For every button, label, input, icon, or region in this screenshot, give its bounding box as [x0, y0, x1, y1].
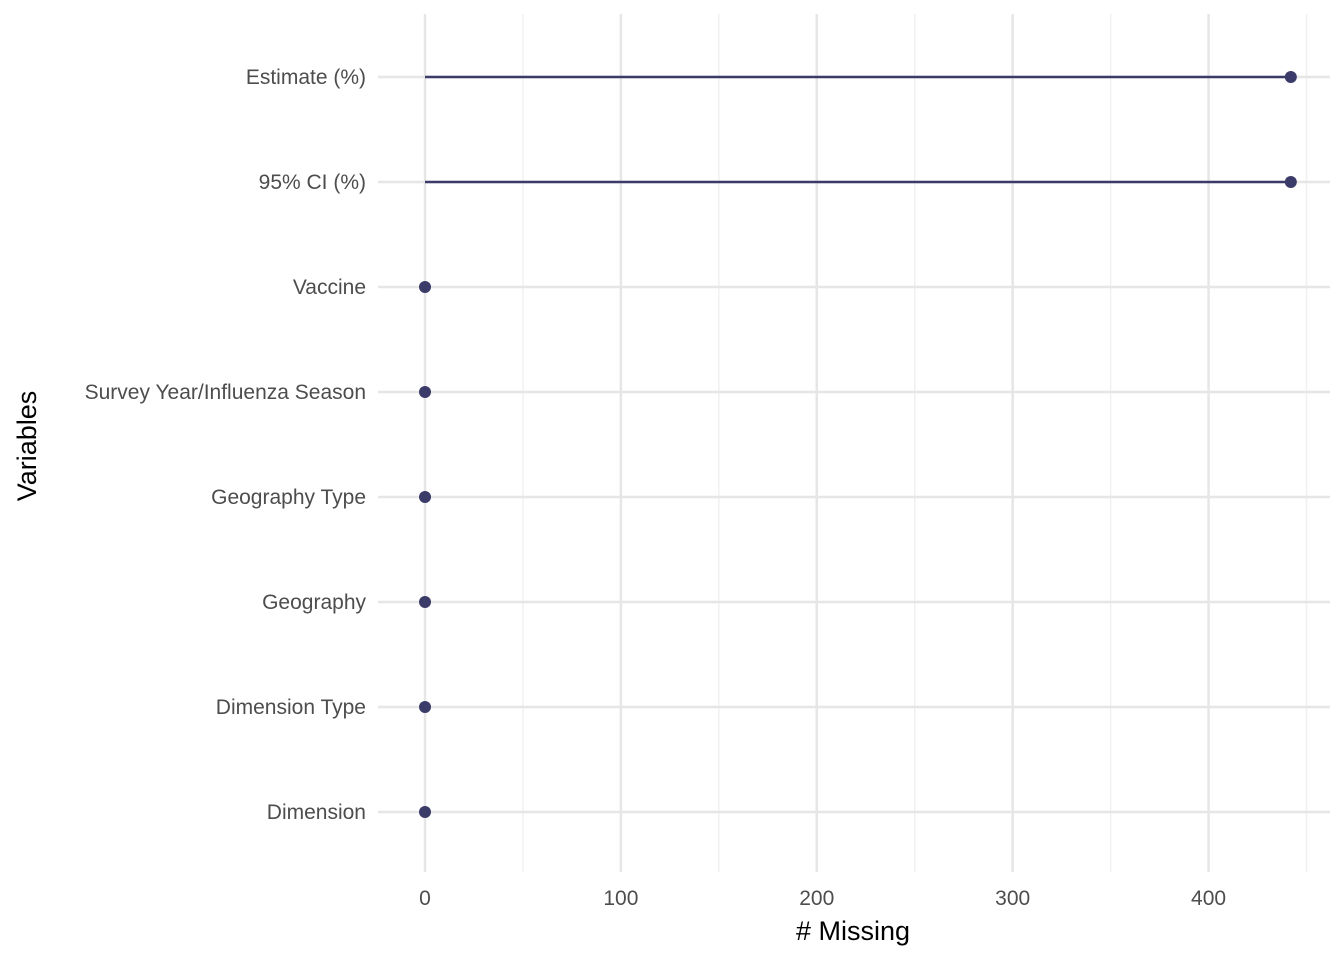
minor-gridlines [522, 14, 1308, 872]
x-tick-label: 100 [603, 887, 638, 910]
y-axis-title: Variables [12, 391, 42, 502]
y-tick-label: Vaccine [293, 276, 366, 299]
y-tick-label: Survey Year/Influenza Season [85, 381, 366, 404]
x-tick-label: 200 [799, 887, 834, 910]
x-tick-label: 400 [1191, 887, 1226, 910]
y-tick-label: Dimension Type [216, 696, 366, 719]
y-tick-labels: Estimate (%) 95% CI (%) Vaccine Survey Year… [85, 66, 367, 824]
y-tick-label: 95% CI (%) [259, 171, 366, 194]
x-tick-label: 300 [995, 887, 1030, 910]
y-tick-label: Geography Type [211, 486, 366, 509]
major-gridlines [378, 14, 1330, 872]
x-tick-label: 0 [419, 887, 431, 910]
y-tick-label: Geography [262, 591, 366, 614]
y-tick-label: Estimate (%) [246, 66, 366, 89]
x-tick-labels: 0 100 200 300 400 [419, 887, 1226, 910]
lollipop-point [419, 386, 432, 398]
x-axis-title: # Missing [796, 916, 910, 946]
y-tick-label: Dimension [267, 801, 366, 824]
lollipop-point [419, 491, 432, 503]
lollipop-point [419, 806, 432, 818]
lollipop-point [419, 281, 432, 293]
data-marks [419, 71, 1297, 818]
lollipop-point [1284, 71, 1297, 83]
lollipop-point [1284, 176, 1297, 188]
lollipop-point [419, 596, 432, 608]
lollipop-point [419, 701, 432, 713]
